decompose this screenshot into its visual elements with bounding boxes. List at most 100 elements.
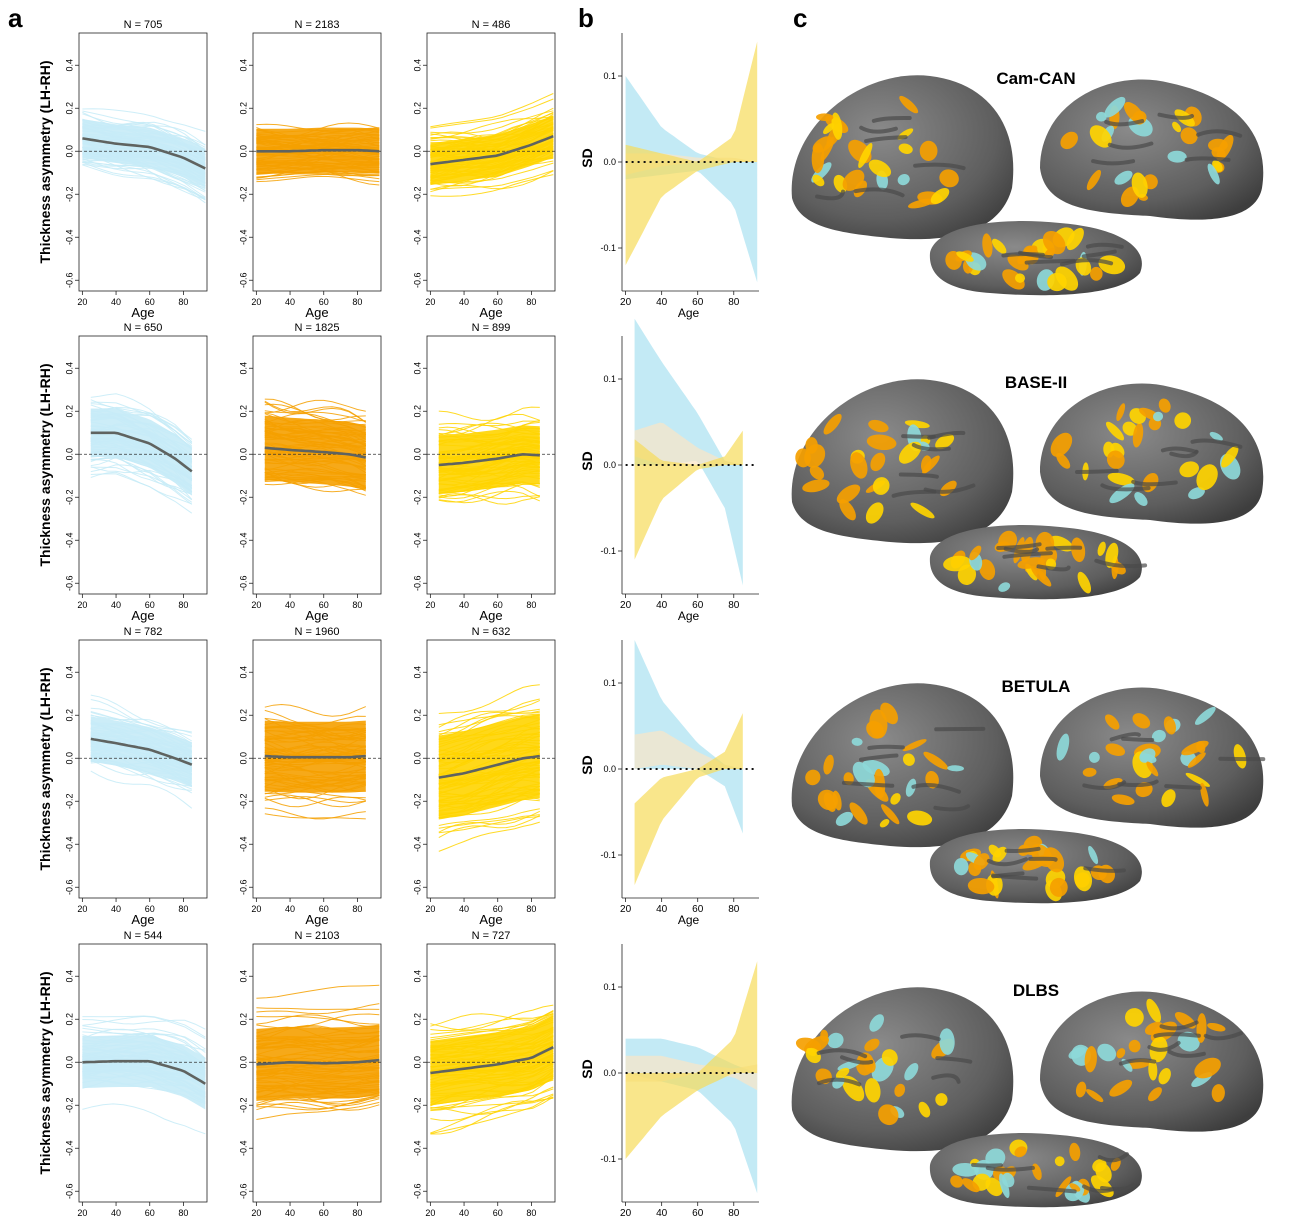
cortical-region-patch [879, 819, 890, 828]
sulcus-line [1121, 736, 1155, 742]
subject-trajectory [256, 1095, 380, 1103]
sample-size-label: N = 2103 [295, 930, 340, 942]
cortical-region-patch [1158, 398, 1171, 413]
cortical-region-patch [999, 1173, 1010, 1199]
cortical-region-patch [823, 754, 834, 775]
subject-trajectory [438, 413, 540, 436]
subject-trajectory [90, 770, 193, 809]
cortical-region-patch [1069, 1142, 1081, 1162]
mean-trend-line [438, 754, 540, 779]
y-tick-label: 0.2 [238, 405, 248, 418]
sample-size-label: N = 899 [472, 322, 511, 334]
subject-trajectory [90, 456, 192, 495]
x-tick-label: 80 [352, 600, 362, 610]
subject-trajectory [430, 1013, 554, 1031]
x-tick-label: 80 [352, 1208, 362, 1218]
sd-confidence-band [625, 76, 758, 283]
cortical-region-patch [918, 1101, 931, 1118]
x-tick-label: 20 [620, 600, 632, 611]
cortical-region-patch [1207, 163, 1220, 185]
mean-trend-line [256, 148, 380, 153]
sulcus-line [1081, 249, 1117, 259]
y-tick-label: -0.6 [64, 575, 74, 591]
sulcus-line [1024, 258, 1076, 265]
cortical-region-patch [864, 1038, 880, 1052]
cortical-region-patch [1144, 1021, 1164, 1035]
x-axis-label: Age [305, 305, 328, 320]
y-tick-label: 0.4 [412, 970, 422, 983]
subject-trajectory [430, 1094, 554, 1135]
y-tick-label: 0.2 [238, 1013, 248, 1026]
sulcus-line [1026, 1185, 1077, 1194]
x-tick-label: 80 [526, 904, 536, 914]
cortical-region-patch [836, 484, 861, 504]
y-axis-label: SD [579, 148, 595, 167]
sample-size-label: N = 727 [472, 930, 511, 942]
cortical-region-patch [897, 174, 910, 186]
sulcus-line [841, 780, 895, 788]
sd-confidence-band [634, 730, 743, 769]
cortical-region-patch [812, 174, 825, 187]
y-tick-label: -0.6 [412, 575, 422, 591]
cortical-region-patch [881, 804, 900, 825]
cortical-region-patch [979, 559, 996, 580]
mean-trend-line [82, 1059, 206, 1085]
x-tick-label: 40 [459, 1208, 469, 1218]
trajectory-density [82, 1035, 206, 1110]
cortical-region-patch [1180, 127, 1198, 145]
cortical-region-patch [962, 1178, 980, 1193]
cortical-region-patch [1071, 537, 1086, 563]
cortical-region-patch [1088, 751, 1100, 763]
cortical-region-patch [1187, 752, 1206, 768]
x-tick-label: 60 [493, 297, 503, 307]
x-axis-label: Age [678, 609, 700, 623]
cortical-region-patch [935, 433, 955, 450]
subject-trajectory [438, 810, 541, 833]
subject-trajectory [430, 1088, 554, 1112]
subject-trajectory [82, 111, 206, 146]
cortical-region-patch [1185, 772, 1210, 787]
cortical-region-patch [1140, 753, 1157, 764]
cortical-region-patch [839, 499, 856, 521]
y-tick-label: -0.4 [238, 229, 248, 245]
cortical-region-patch [1211, 1084, 1225, 1103]
cortical-region-patch [835, 811, 853, 826]
subject-trajectory [256, 175, 380, 183]
y-tick-label: -0.4 [412, 836, 422, 852]
x-tick-label: 40 [656, 1208, 668, 1219]
cortical-region-patch [1134, 492, 1148, 506]
y-tick-label: -0.6 [412, 879, 422, 895]
sample-size-label: N = 1825 [295, 322, 340, 334]
trajectory-panel: N = 486 0.4 0.2 0.0 -0.2 -0.4 -0.620 40 60 80 Age [412, 19, 556, 320]
sulcus-line [1001, 252, 1045, 258]
subject-trajectory [430, 1096, 554, 1135]
sd-confidence-band [634, 430, 743, 560]
sulcus-line [816, 1048, 868, 1059]
x-tick-label: 80 [526, 1208, 536, 1218]
trajectory-panel: N = 899 0.4 0.2 0.0 -0.2 -0.4 -0.620 40 60 80 Age [412, 322, 556, 623]
cortical-region-patch [1163, 716, 1176, 735]
x-axis-label: Age [131, 912, 154, 927]
cortical-region-patch [1114, 170, 1133, 185]
subject-trajectory [430, 174, 554, 197]
trajectory-panel: N = 727 0.4 0.2 0.0 -0.2 -0.4 -0.620 40 60 80 Age [412, 930, 556, 1219]
cortical-region-patch [956, 251, 974, 262]
cortical-region-patch [1151, 729, 1166, 743]
y-tick-label: 0.0 [412, 448, 422, 461]
x-tick-label: 20 [425, 904, 435, 914]
y-tick-label: 0.2 [412, 405, 422, 418]
x-tick-label: 20 [251, 600, 261, 610]
x-axis-label: Age [678, 1217, 700, 1219]
cortical-region-patch [1174, 412, 1192, 429]
sulcus-line [817, 1077, 862, 1087]
y-tick-label: -0.6 [238, 879, 248, 895]
subject-trajectory [82, 110, 206, 148]
subject-trajectory [90, 459, 193, 495]
cortical-region-patch [1208, 138, 1228, 152]
plot-frame [78, 335, 208, 595]
cortical-region-patch [1132, 422, 1144, 448]
y-tick-label: -0.4 [64, 532, 74, 548]
subject-trajectory [256, 1014, 380, 1028]
cortical-region-patch [1233, 744, 1247, 769]
sulcus-line [913, 162, 966, 171]
